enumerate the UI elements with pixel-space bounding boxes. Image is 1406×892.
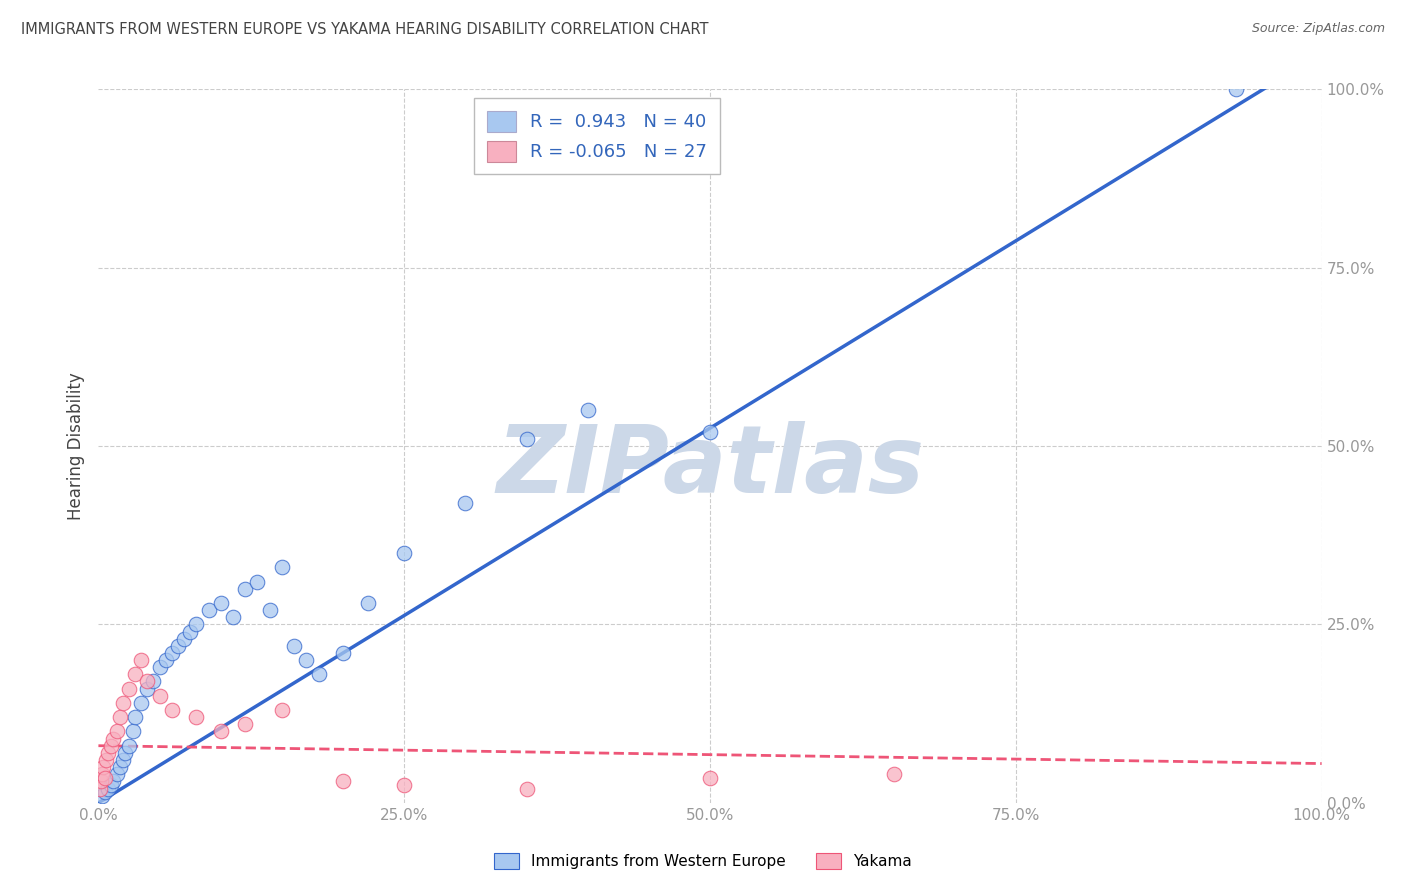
Point [308,667,330,681]
Point [105,767,128,781]
Point [699,771,721,785]
Point [101,774,124,789]
Point [295,653,318,667]
Point [136,681,159,696]
Point [259,603,281,617]
Point [100,739,122,753]
Point [516,781,538,796]
Point [186,710,208,724]
Point [1225,82,1247,96]
Point [179,624,201,639]
Point [197,603,219,617]
Point [516,432,538,446]
Point [97,781,120,796]
Point [118,681,141,696]
Point [699,425,721,439]
Point [233,717,256,731]
Point [111,753,134,767]
Point [356,596,378,610]
Point [97,746,120,760]
Point [91,789,114,803]
Point [149,660,172,674]
Point [91,760,114,774]
Point [209,596,232,610]
Point [90,774,112,789]
Point [142,674,165,689]
Point [91,767,114,781]
Point [209,724,232,739]
Point [392,546,416,560]
Point [173,632,195,646]
Point [883,767,905,781]
Point [160,646,183,660]
Point [114,746,136,760]
Point [94,753,117,767]
Point [101,731,124,746]
Point [93,771,115,785]
Point [167,639,190,653]
Point [576,403,599,417]
Text: IMMIGRANTS FROM WESTERN EUROPE VS YAKAMA HEARING DISABILITY CORRELATION CHART: IMMIGRANTS FROM WESTERN EUROPE VS YAKAMA… [21,22,709,37]
Point [105,724,128,739]
Point [100,778,122,792]
Point [136,674,159,689]
Point [93,785,115,799]
Text: Source: ZipAtlas.com: Source: ZipAtlas.com [1251,22,1385,36]
Point [283,639,305,653]
Point [392,778,416,792]
Point [118,739,141,753]
Point [110,760,132,774]
Point [332,646,354,660]
Point [124,710,146,724]
Point [129,696,152,710]
Point [246,574,269,589]
Point [129,653,152,667]
Point [222,610,245,624]
Legend: R =  0.943   N = 40, R = -0.065   N = 27: R = 0.943 N = 40, R = -0.065 N = 27 [474,98,720,174]
Point [121,724,143,739]
Y-axis label: Hearing Disability: Hearing Disability [66,372,84,520]
Point [160,703,183,717]
Point [110,710,132,724]
Point [270,560,294,574]
Point [89,781,111,796]
Point [233,582,256,596]
Text: ZIPatlas: ZIPatlas [496,421,924,514]
Point [186,617,208,632]
Point [124,667,146,681]
Point [332,774,354,789]
Legend: Immigrants from Western Europe, Yakama: Immigrants from Western Europe, Yakama [488,847,918,875]
Point [270,703,294,717]
Point [155,653,177,667]
Point [454,496,477,510]
Point [111,696,134,710]
Point [149,689,172,703]
